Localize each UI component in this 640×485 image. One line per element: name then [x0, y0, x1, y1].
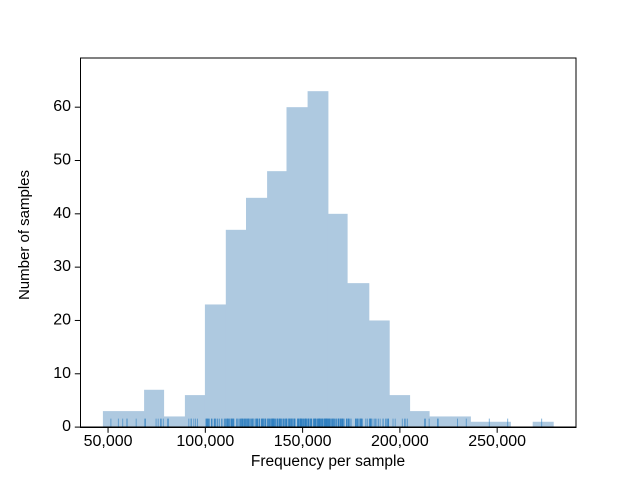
svg-text:40: 40 [53, 205, 71, 222]
svg-text:30: 30 [53, 258, 71, 275]
svg-text:100,000: 100,000 [176, 433, 234, 450]
svg-text:150,000: 150,000 [274, 433, 332, 450]
svg-text:10: 10 [53, 365, 71, 382]
svg-text:60: 60 [53, 98, 71, 115]
svg-text:250,000: 250,000 [468, 433, 526, 450]
svg-text:Frequency per sample: Frequency per sample [251, 453, 405, 470]
svg-text:50,000: 50,000 [84, 433, 133, 450]
svg-text:50: 50 [53, 152, 71, 169]
svg-text:0: 0 [62, 418, 71, 435]
svg-text:Number of samples: Number of samples [16, 170, 33, 300]
svg-text:20: 20 [53, 311, 71, 328]
svg-text:200,000: 200,000 [371, 433, 429, 450]
